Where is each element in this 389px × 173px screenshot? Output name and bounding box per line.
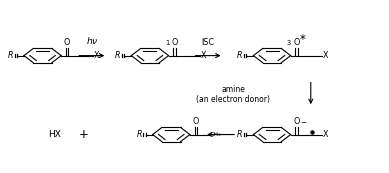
Text: R: R [8,51,13,60]
Text: X: X [94,51,99,60]
Text: X: X [323,51,329,60]
Text: amine
(an electron donor): amine (an electron donor) [196,85,270,104]
Text: O: O [171,38,177,47]
Text: −: − [301,120,307,126]
Text: 1: 1 [165,40,169,46]
Text: X: X [201,51,207,60]
Text: R: R [136,130,142,139]
Text: R: R [237,130,243,139]
Text: 3: 3 [287,40,291,46]
Text: O: O [193,117,199,126]
Text: O: O [293,38,300,47]
Text: R: R [237,51,243,60]
Text: O: O [293,117,300,126]
Text: X: X [323,130,329,139]
Text: ISC: ISC [202,38,215,47]
Text: CH₃: CH₃ [210,132,222,137]
Text: +: + [79,128,89,141]
Text: *: * [300,33,305,46]
Text: R: R [115,51,121,60]
Text: $h\nu$: $h\nu$ [86,35,98,46]
Text: HX: HX [49,130,61,139]
Text: O: O [64,38,70,47]
